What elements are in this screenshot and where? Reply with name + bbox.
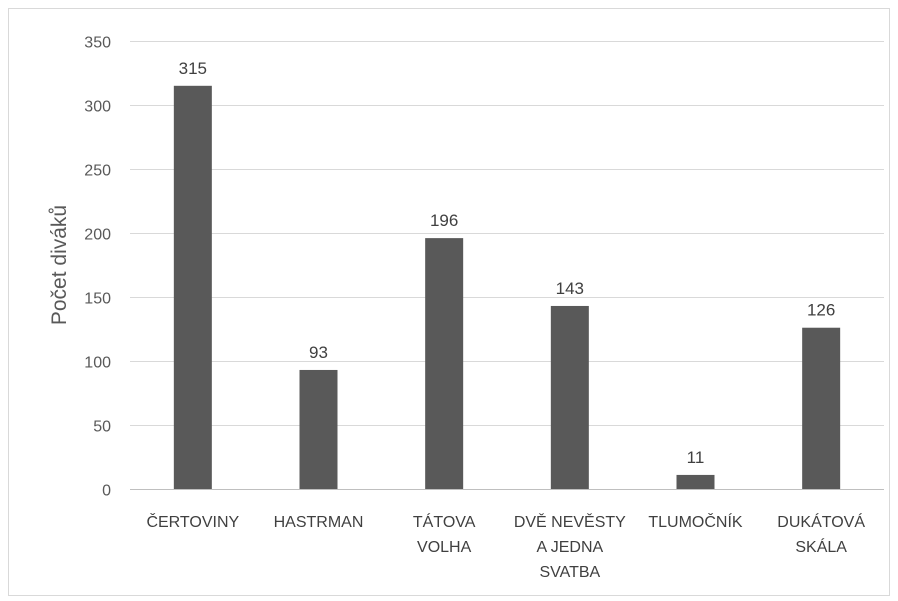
x-tick-label-line: ČERTOVINY <box>146 512 239 531</box>
x-tick-label-line: VOLHA <box>417 539 472 556</box>
x-tick-label-line: TÁTOVA <box>413 512 476 531</box>
y-axis-title: Počet diváků <box>48 205 71 325</box>
gridlines <box>130 41 884 490</box>
x-tick-label: DUKÁTOVÁ SKÁLA <box>777 512 865 556</box>
x-tick-label: DVĚ NEVĚSTY A JEDNA SVATBA <box>514 512 626 581</box>
bar <box>173 85 212 490</box>
x-tick-label: ČERTOVINY <box>146 512 239 531</box>
bars <box>173 85 841 490</box>
x-tick-label-line: TLUMOČNÍK <box>648 512 743 531</box>
x-tick-label-line: SKÁLA <box>795 537 847 556</box>
x-tick-label: TLUMOČNÍK <box>648 512 743 531</box>
bar <box>676 474 715 489</box>
x-tick-label-line: SVATBA <box>539 564 600 581</box>
data-label: 196 <box>430 211 458 230</box>
y-tick-label: 100 <box>84 355 111 372</box>
y-tick-label: 350 <box>84 35 111 52</box>
bar <box>425 238 464 489</box>
x-tick-label-line: HASTRMAN <box>274 514 364 531</box>
x-tick-label-line: DUKÁTOVÁ <box>777 512 865 531</box>
bar <box>802 327 841 489</box>
y-tick-label: 0 <box>102 483 111 500</box>
y-tick-label: 200 <box>84 227 111 244</box>
data-label: 143 <box>556 279 584 298</box>
data-labels: 315 93 196 143 11 126 <box>179 59 836 467</box>
data-label: 93 <box>309 343 328 362</box>
y-axis-ticks: 0 50 100 150 200 250 300 350 <box>84 35 111 500</box>
x-tick-label-line: DVĚ NEVĚSTY <box>514 512 626 531</box>
data-label: 315 <box>179 59 207 78</box>
y-tick-label: 50 <box>93 419 111 436</box>
bar <box>550 305 589 489</box>
y-tick-label: 150 <box>84 291 111 308</box>
x-tick-label: TÁTOVA VOLHA <box>413 512 476 556</box>
data-label: 126 <box>807 301 835 320</box>
y-tick-label: 300 <box>84 99 111 116</box>
category-labels: ČERTOVINY HASTRMAN TÁTOVA VOLHA DVĚ NEVĚSTY A… <box>146 512 865 581</box>
y-tick-label: 250 <box>84 163 111 180</box>
bar <box>299 369 338 489</box>
x-tick-label-line: A JEDNA <box>536 539 603 556</box>
data-label: 11 <box>687 448 705 467</box>
x-tick-label: HASTRMAN <box>274 514 364 531</box>
